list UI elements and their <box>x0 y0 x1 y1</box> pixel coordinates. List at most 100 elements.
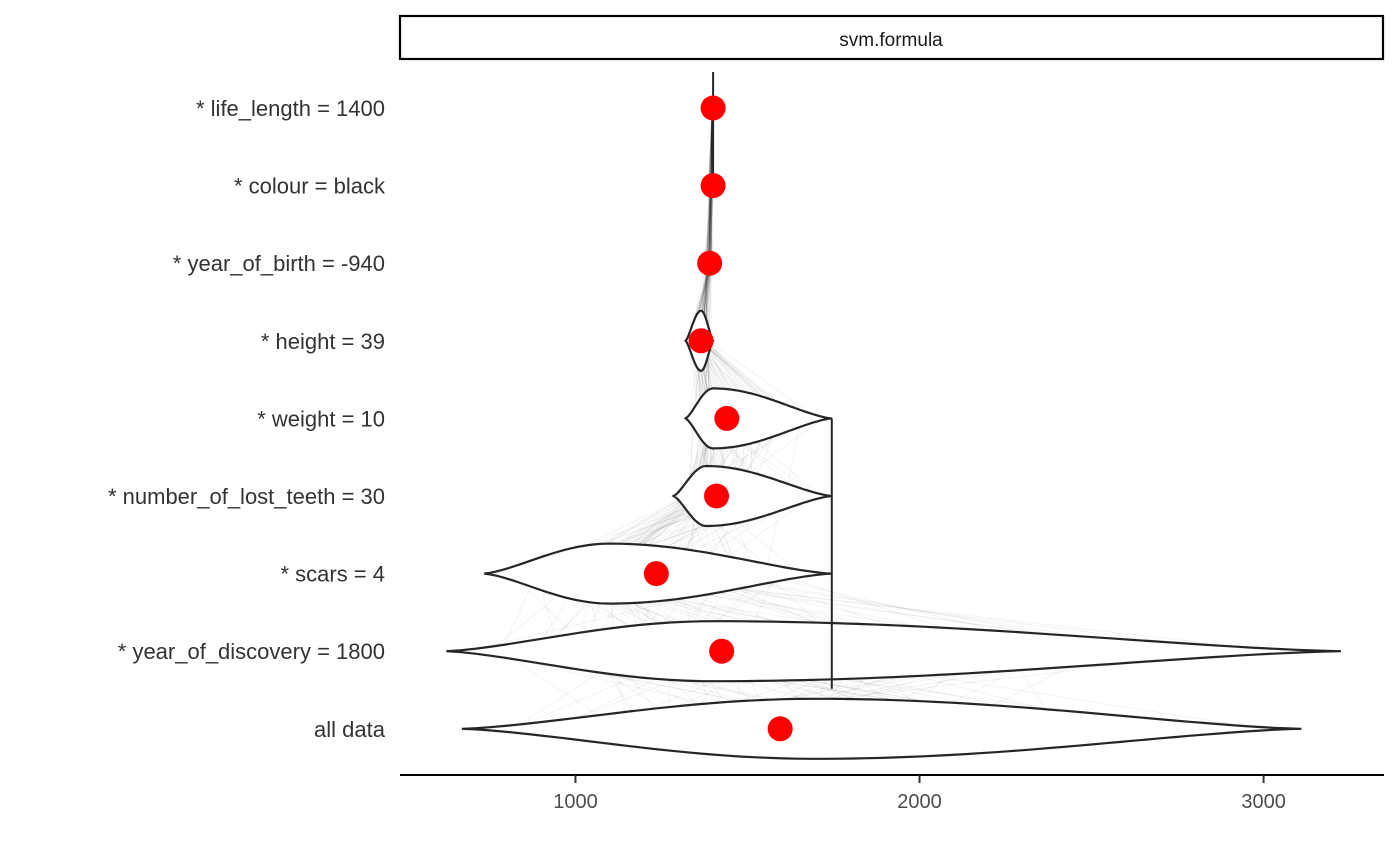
bg-line <box>708 185 711 264</box>
bg-line <box>706 185 711 264</box>
bg-line <box>706 185 712 264</box>
y-label: * scars = 4 <box>280 562 385 587</box>
bg-line <box>710 107 713 186</box>
points <box>643 95 793 742</box>
bg-line <box>709 185 714 264</box>
bg-line <box>710 185 714 264</box>
bg-line <box>706 185 711 264</box>
bg-line <box>706 185 713 264</box>
bg-line <box>708 185 712 264</box>
bg-line <box>710 185 713 264</box>
bg-line <box>709 107 714 186</box>
bg-line <box>707 185 713 264</box>
bg-line <box>707 185 712 264</box>
data-point <box>688 328 714 354</box>
data-point <box>697 250 723 276</box>
data-point <box>700 173 726 199</box>
x-ticks: 1000 2000 3000 <box>553 775 1286 813</box>
bg-line <box>709 185 712 264</box>
y-label: all data <box>314 717 386 742</box>
bg-line <box>709 185 711 264</box>
bg-line <box>708 107 713 186</box>
bg-line <box>708 107 713 186</box>
bg-line <box>710 107 713 186</box>
bg-line <box>706 185 714 264</box>
bg-line <box>710 185 713 264</box>
data-point <box>700 95 726 121</box>
x-tick-label: 1000 <box>553 791 598 813</box>
bg-line <box>707 185 713 264</box>
bg-line <box>710 185 713 264</box>
bg-line <box>707 107 713 186</box>
bg-line <box>708 107 713 186</box>
bg-line <box>709 185 713 264</box>
bg-line <box>705 185 712 264</box>
bg-line <box>708 185 711 264</box>
x-tick-label: 3000 <box>1241 791 1286 813</box>
bg-line <box>708 185 714 264</box>
bg-line <box>710 107 713 186</box>
y-label: * number_of_lost_teeth = 30 <box>108 484 385 509</box>
bg-line <box>703 185 712 264</box>
y-label: * year_of_discovery = 1800 <box>118 639 385 664</box>
x-tick-label: 2000 <box>897 791 942 813</box>
bg-line <box>709 185 712 264</box>
bg-line <box>707 185 712 264</box>
violin <box>683 387 832 450</box>
bg-line <box>707 185 711 264</box>
data-point <box>643 561 669 587</box>
violin <box>446 620 1342 683</box>
bg-line <box>708 185 712 264</box>
bg-line <box>705 185 710 264</box>
data-point <box>709 638 735 664</box>
bg-line <box>705 185 711 264</box>
bg-line <box>709 185 712 264</box>
bg-line <box>707 185 712 264</box>
bg-line <box>706 185 711 264</box>
bg-line <box>705 185 712 264</box>
y-label: * life_length = 1400 <box>196 96 385 121</box>
bg-line <box>707 185 712 264</box>
y-label: * weight = 10 <box>257 406 385 431</box>
bg-line <box>707 185 712 264</box>
bg-line <box>705 185 714 264</box>
bg-line <box>708 185 711 264</box>
bg-line <box>705 185 713 264</box>
bg-line <box>708 185 711 264</box>
bg-line <box>708 107 713 186</box>
violins <box>446 72 1342 760</box>
violin <box>671 464 832 528</box>
bg-line <box>708 185 713 264</box>
y-labels: * life_length = 1400 * colour = black * ye… <box>108 96 386 742</box>
bg-line <box>709 107 713 186</box>
data-point <box>704 483 730 509</box>
y-label: * height = 39 <box>261 329 385 354</box>
bg-line <box>709 185 714 264</box>
bg-line <box>710 107 713 186</box>
y-label: * year_of_birth = -940 <box>173 251 385 276</box>
bg-line <box>707 185 712 264</box>
data-point <box>767 716 793 742</box>
bg-line <box>709 107 713 186</box>
violin <box>461 697 1302 760</box>
bg-line <box>707 340 818 419</box>
bg-line <box>709 185 713 264</box>
bg-line <box>709 185 714 264</box>
bg-line <box>709 107 713 186</box>
bg-line <box>709 107 713 186</box>
bg-line <box>710 107 713 186</box>
bg-line <box>710 185 714 264</box>
bg-line <box>710 185 713 264</box>
bg-line <box>709 185 713 264</box>
bg-line <box>708 185 712 264</box>
bg-line <box>707 185 714 264</box>
bg-line <box>707 107 714 186</box>
bg-line <box>710 185 714 264</box>
bg-line <box>706 185 713 264</box>
bg-line <box>708 107 713 186</box>
bg-line <box>708 107 713 186</box>
bg-line <box>708 185 711 264</box>
facet-strip-label: svm.formula <box>839 30 943 51</box>
bg-line <box>710 107 713 186</box>
